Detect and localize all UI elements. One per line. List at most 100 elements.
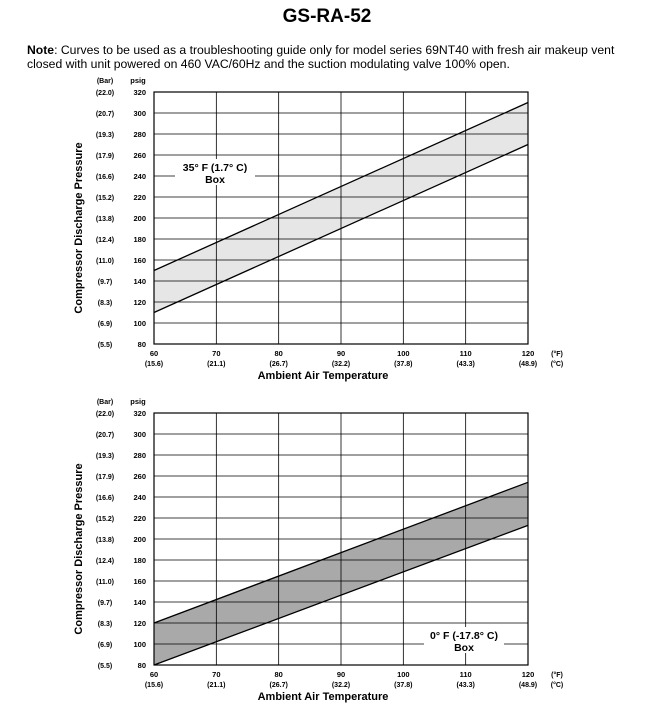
y-tick-psig: 220	[133, 193, 146, 202]
y-tick-psig: 240	[133, 172, 146, 181]
y-tick-bar: (13.8)	[96, 537, 114, 544]
y-unit-psig: psig	[130, 76, 146, 85]
y-tick-bar: (22.0)	[96, 411, 114, 418]
y-tick-bar: (6.9)	[98, 642, 112, 649]
y-tick-bar: (12.4)	[96, 558, 114, 565]
x-unit-f: (°F)	[551, 671, 563, 679]
x-tick-f: 110	[460, 670, 472, 679]
y-tick-psig: 140	[133, 277, 146, 286]
x-tick-c: (48.9)	[519, 361, 537, 368]
x-tick-c: (37.8)	[394, 682, 412, 689]
y-tick-psig: 120	[133, 298, 146, 307]
y-tick-bar: (17.9)	[96, 153, 114, 160]
chart-35f-box: 80 (5.5) 100 (6.9) 120 (8.3) 140 (9.7) 160 (11.0)…	[73, 76, 564, 382]
y-tick-psig: 320	[133, 88, 146, 97]
annotation-line1: 0° F (-17.8° C)	[430, 630, 498, 642]
y-tick-psig: 260	[133, 151, 146, 160]
y-tick-psig: 320	[133, 409, 146, 418]
x-unit-c: (°C)	[551, 360, 564, 368]
y-tick-psig: 300	[133, 430, 146, 439]
x-tick-f: 110	[460, 349, 472, 358]
x-tick-c: (32.2)	[332, 361, 350, 368]
y-tick-psig: 280	[133, 451, 146, 460]
x-tick-c: (43.3)	[457, 682, 475, 689]
y-tick-bar: (5.5)	[98, 342, 112, 349]
y-unit-bar: (Bar)	[97, 399, 113, 406]
y-tick-bar: (11.0)	[96, 579, 114, 586]
y-tick-bar: (20.7)	[96, 432, 114, 439]
y-tick-psig: 200	[133, 214, 146, 223]
note-label: Note	[27, 43, 55, 57]
y-tick-psig: 200	[133, 535, 146, 544]
y-tick-psig: 140	[133, 598, 146, 607]
x-tick-f: 60	[150, 349, 158, 358]
x-tick-f: 90	[337, 349, 345, 358]
annotation-line2: Box	[454, 642, 474, 654]
y-tick-psig: 100	[133, 640, 146, 649]
y-tick-psig: 180	[133, 556, 146, 565]
y-axis-title: Compressor Discharge Pressure	[73, 463, 85, 634]
page-title: GS-RA-52	[282, 6, 372, 27]
x-tick-f: 80	[274, 349, 282, 358]
y-tick-psig: 240	[133, 493, 146, 502]
x-tick-f: 100	[397, 349, 410, 358]
y-tick-psig: 300	[133, 109, 146, 118]
y-tick-bar: (5.5)	[98, 663, 112, 670]
upper-limit-line	[153, 101, 529, 272]
x-tick-f: 100	[397, 670, 410, 679]
upper-limit-line	[153, 481, 529, 624]
y-tick-bar: (9.7)	[98, 279, 112, 286]
plot-frame	[153, 412, 529, 666]
y-tick-psig: 280	[133, 130, 146, 139]
y-tick-bar: (13.8)	[96, 216, 114, 223]
y-tick-bar: (16.6)	[96, 495, 114, 502]
x-tick-c: (26.7)	[270, 682, 288, 689]
y-unit-bar: (Bar)	[97, 78, 113, 85]
y-tick-psig: 220	[133, 514, 146, 523]
x-tick-c: (21.1)	[207, 361, 225, 368]
y-tick-bar: (16.6)	[96, 174, 114, 181]
x-tick-f: 70	[212, 670, 220, 679]
x-tick-f: 120	[522, 670, 535, 679]
y-tick-psig: 160	[133, 256, 146, 265]
note-body: : Curves to be used as a troubleshooting…	[27, 43, 615, 71]
x-tick-f: 90	[337, 670, 345, 679]
y-tick-bar: (8.3)	[98, 621, 112, 628]
x-tick-f: 70	[212, 349, 220, 358]
x-tick-c: (37.8)	[394, 361, 412, 368]
lower-limit-line	[153, 524, 529, 666]
y-tick-bar: (6.9)	[98, 321, 112, 328]
x-tick-c: (15.6)	[145, 682, 163, 689]
annotation-line2: Box	[205, 174, 225, 186]
y-tick-psig: 80	[138, 340, 146, 349]
y-axis-title: Compressor Discharge Pressure	[73, 142, 85, 313]
x-unit-f: (°F)	[551, 350, 563, 358]
note-text: Note: Curves to be used as a troubleshoo…	[27, 43, 637, 71]
lower-limit-line	[153, 143, 529, 314]
y-tick-psig: 120	[133, 619, 146, 628]
x-tick-f: 120	[522, 349, 535, 358]
x-axis-title: Ambient Air Temperature	[258, 691, 389, 703]
x-tick-f: 80	[274, 670, 282, 679]
y-tick-psig: 180	[133, 235, 146, 244]
y-tick-bar: (19.3)	[96, 132, 114, 139]
x-tick-c: (48.9)	[519, 682, 537, 689]
y-tick-bar: (17.9)	[96, 474, 114, 481]
y-tick-psig: 260	[133, 472, 146, 481]
y-tick-bar: (15.2)	[96, 516, 114, 523]
x-tick-c: (15.6)	[145, 361, 163, 368]
y-tick-psig: 100	[133, 319, 146, 328]
chart-0f-box: 80 (5.5) 100 (6.9) 120 (8.3) 140 (9.7) 160 (11.0)…	[73, 397, 563, 703]
y-tick-bar: (20.7)	[96, 111, 114, 118]
annotation-background	[175, 159, 255, 185]
x-tick-c: (26.7)	[270, 361, 288, 368]
y-tick-bar: (9.7)	[98, 600, 112, 607]
x-tick-c: (32.2)	[332, 682, 350, 689]
annotation-line1: 35° F (1.7° C)	[183, 162, 247, 174]
y-tick-bar: (8.3)	[98, 300, 112, 307]
y-unit-psig: psig	[130, 397, 146, 406]
y-tick-bar: (11.0)	[96, 258, 114, 265]
x-tick-c: (21.1)	[207, 682, 225, 689]
y-tick-bar: (12.4)	[96, 237, 114, 244]
y-tick-bar: (15.2)	[96, 195, 114, 202]
